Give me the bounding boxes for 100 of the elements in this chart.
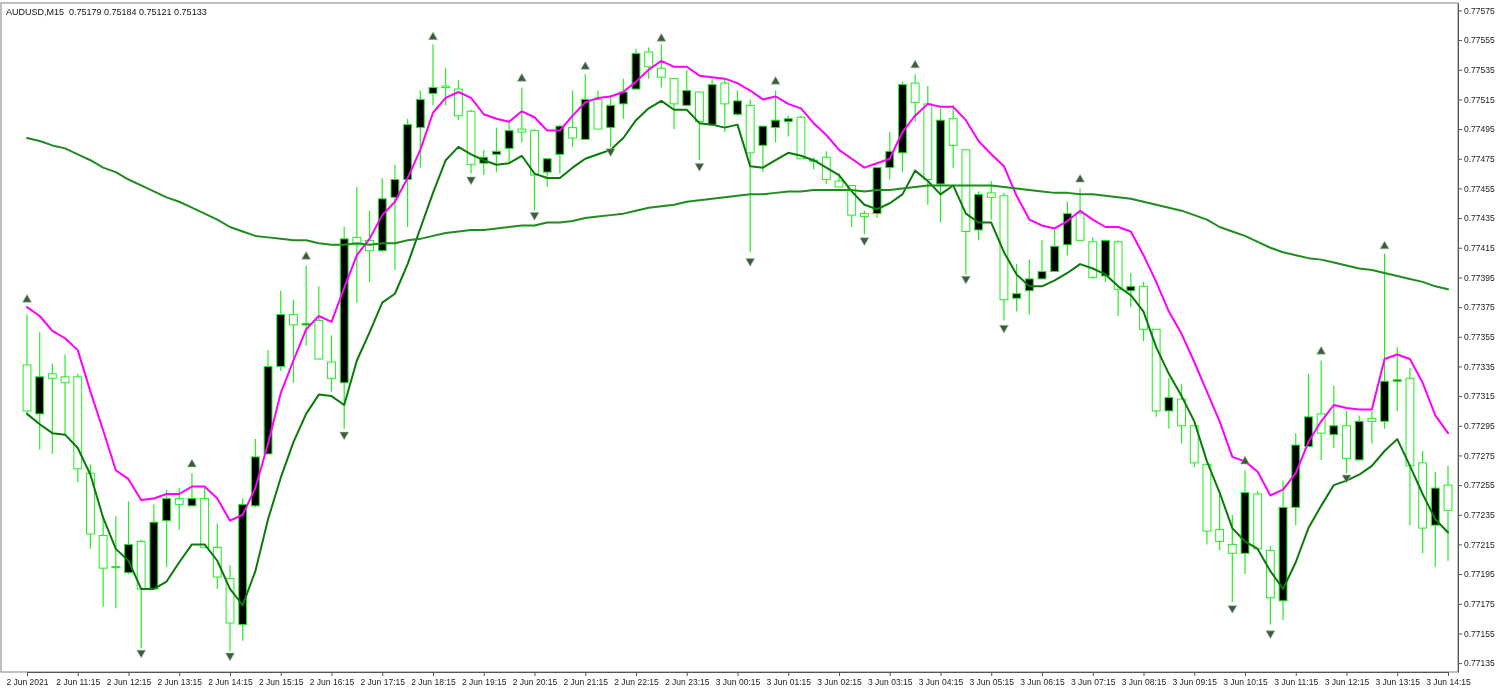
point [910,59,920,69]
point [428,31,438,40]
candlestick [1012,263,1022,313]
point [466,176,476,185]
point [517,73,527,82]
y-tick-label: 0.77155 [1464,628,1495,639]
candlestick [1367,410,1377,445]
candlestick [682,69,692,106]
y-tick-label: 0.77355 [1464,331,1495,342]
candlestick [47,362,57,455]
y-tick-label: 0.77255 [1464,480,1495,491]
candlestick [733,89,742,117]
x-tick-label: 2 Jun 23:15 [665,677,710,688]
candlestick [859,210,869,236]
y-tick-label: 0.77455 [1464,183,1495,194]
candlestick [606,94,616,148]
y-tick-label: 0.77395 [1464,272,1495,283]
candlestick [656,43,666,89]
x-tick-label: 2 Jun 11:15 [56,677,101,688]
point [745,258,755,267]
point [770,76,781,85]
x-tick-label: 3 Jun 05:15 [969,677,1015,688]
x-tick-label: 2 Jun 19:15 [462,677,507,688]
y-tick-label: 0.77235 [1464,509,1495,520]
y-tick-label: 0.77575 [1464,5,1495,16]
candlestick [910,73,920,123]
x-tick-label: 2 Jun 22:15 [614,677,659,688]
x-tick-label: 3 Jun 09:15 [1172,677,1218,688]
candlestick [517,86,527,144]
point [1240,455,1250,465]
point [605,148,616,157]
y-tick-label: 0.77135 [1464,658,1495,669]
point [339,431,349,441]
candlestick [986,180,996,221]
candlestick [1329,385,1339,449]
point [529,212,540,221]
x-tick-label: 2 Jun 12:15 [106,677,152,688]
point [1316,346,1326,355]
candlestick [327,334,336,393]
point [136,649,146,659]
y-tick-label: 0.77555 [1464,35,1495,46]
x-tick-label: 2 Jun 15:15 [259,677,304,688]
x-tick-label: 3 Jun 02:15 [817,677,862,688]
x-tick-label: 2 Jun 17:15 [360,677,406,688]
point [22,294,32,303]
candlestick [783,115,793,138]
candlestick [174,487,184,531]
x-tick-label: 3 Jun 12:15 [1324,677,1370,688]
y-tick-label: 0.77275 [1464,450,1495,461]
x-tick-label: 3 Jun 14:15 [1426,677,1471,688]
candlestick [441,67,451,106]
point [580,61,590,70]
y-tick-label: 0.77435 [1464,213,1495,224]
y-tick-label: 0.77335 [1464,361,1495,372]
candlestick [390,164,400,271]
x-tick-label: 2 Jun 21:15 [563,677,609,688]
candlestick [1227,514,1237,603]
x-tick-label: 3 Jun 01:15 [766,677,812,688]
point [1341,474,1352,484]
candlestick [771,89,780,144]
x-tick-label: 3 Jun 04:15 [918,677,964,688]
candlestick [1392,346,1402,412]
candlestick [618,78,628,120]
y-tick-label: 0.77375 [1464,302,1495,313]
x-tick-label: 2 Jun 13:15 [157,677,203,688]
point [1379,240,1390,250]
point [961,276,971,285]
y-tick-label: 0.77315 [1464,391,1495,402]
point [187,458,197,468]
candlestick [428,43,438,106]
y-tick-label: 0.77535 [1464,64,1495,75]
x-tick-label: 3 Jun 00:15 [715,677,761,688]
y-tick-label: 0.77215 [1464,539,1495,550]
point [1075,174,1085,183]
y-tick-label: 0.77515 [1464,94,1495,105]
candlestick [644,46,654,80]
line-series [26,136,1449,291]
x-tick-label: 2 Jun 18:15 [411,677,456,688]
candlestick [187,472,197,507]
y-tick-label: 0.77475 [1464,153,1495,164]
x-tick-label: 2 Jun 14:15 [208,677,253,688]
x-tick-label: 3 Jun 07:15 [1071,677,1116,688]
x-tick-label: 3 Jun 11:15 [1274,677,1319,688]
candlestick [111,515,121,609]
point [225,652,235,662]
x-tick-label: 3 Jun 10:15 [1223,677,1268,688]
x-tick-label: 3 Jun 13:15 [1375,677,1421,688]
point [301,251,311,260]
candlestick [1037,239,1047,280]
candlestick [720,78,730,133]
point [694,163,705,172]
candlestick [1164,377,1174,430]
point [1227,605,1238,614]
point [1265,630,1276,639]
candlestick [821,150,831,185]
x-tick-label: 2 Jun 2021 [6,677,49,688]
candlestick [542,158,552,188]
x-tick-label: 3 Jun 06:15 [1020,677,1065,688]
y-tick-label: 0.77415 [1464,242,1495,253]
candlestick [60,353,70,436]
